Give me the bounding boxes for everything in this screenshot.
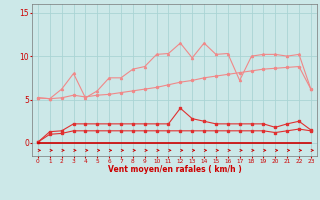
X-axis label: Vent moyen/en rafales ( km/h ): Vent moyen/en rafales ( km/h ) [108,165,241,174]
